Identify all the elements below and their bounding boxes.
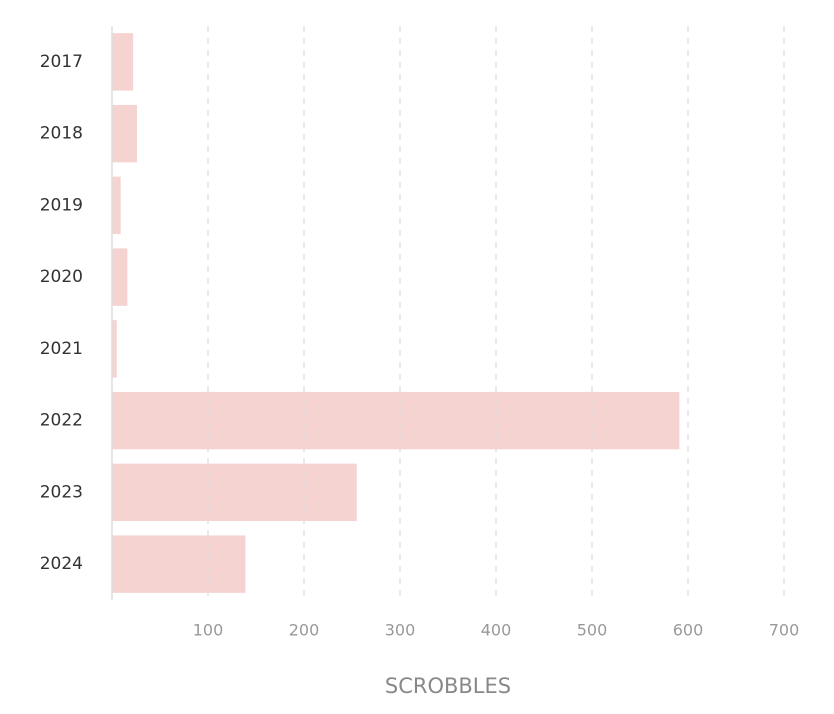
y-tick-label: 2020 — [40, 267, 83, 287]
x-axis-title: SCROBBLES — [385, 674, 511, 698]
bar — [112, 33, 134, 91]
bar — [112, 248, 128, 306]
x-tick-label: 400 — [481, 621, 512, 640]
y-tick-label: 2022 — [40, 411, 83, 431]
bar — [112, 463, 357, 522]
bar — [112, 320, 117, 378]
y-tick-label: 2021 — [40, 339, 83, 359]
y-tick-label: 2017 — [40, 52, 83, 72]
bar — [112, 391, 680, 450]
bar — [112, 104, 137, 163]
x-tick-label: 300 — [385, 621, 416, 640]
x-tick-label: 700 — [769, 621, 800, 640]
y-tick-label: 2023 — [40, 482, 83, 502]
bar — [112, 176, 121, 235]
x-tick-label: 100 — [193, 621, 224, 640]
bar — [112, 535, 246, 593]
x-tick-label: 200 — [289, 621, 320, 640]
x-tick-label: 500 — [577, 621, 608, 640]
y-tick-label: 2019 — [40, 195, 83, 215]
bars — [112, 33, 680, 593]
x-tick-label: 600 — [673, 621, 704, 640]
y-tick-label: 2018 — [40, 124, 83, 144]
y-tick-label: 2024 — [40, 554, 83, 574]
